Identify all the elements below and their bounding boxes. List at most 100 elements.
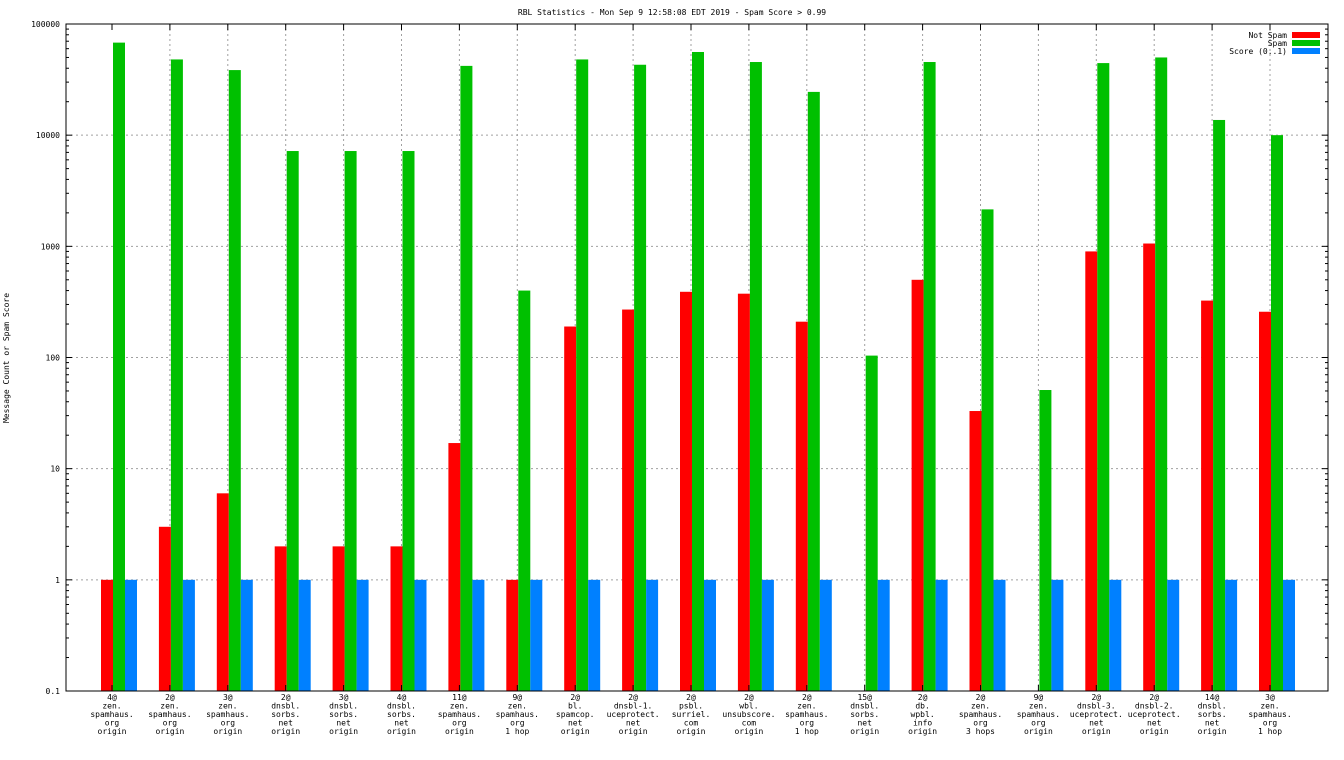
x-tick-label: 14@ [1205, 693, 1220, 702]
bar-not-spam [737, 293, 750, 691]
bar-score-0-1 [1109, 579, 1122, 691]
legend-swatch [1292, 48, 1320, 54]
y-tick-label: 100000 [31, 20, 60, 29]
x-tick-label: origin [1024, 727, 1053, 736]
x-tick-label: uceprotect. [607, 710, 660, 719]
x-tick-label: zen. [797, 702, 816, 711]
x-tick-label: 1 hop [795, 727, 819, 736]
bar-score-0-1 [530, 579, 543, 691]
x-tick-label: org [1031, 719, 1046, 728]
bar-spam [344, 151, 357, 691]
bar-score-0-1 [182, 579, 195, 691]
x-tick-label: dnsbl-1. [614, 702, 653, 711]
x-tick-label: origin [387, 727, 416, 736]
x-tick-label: 2@ [802, 693, 812, 702]
x-tick-label: origin [734, 727, 763, 736]
bar-spam [865, 355, 878, 691]
x-tick-label: sorbs. [850, 710, 879, 719]
bar-spam [634, 64, 647, 691]
x-tick-label: 3 hops [966, 727, 995, 736]
x-tick-label: zen. [218, 702, 237, 711]
bar-spam [981, 209, 994, 691]
legend-label: Score (0..1) [1229, 47, 1287, 56]
bar-score-0-1 [356, 579, 369, 691]
x-tick-label: zen. [508, 702, 527, 711]
x-tick-label: origin [155, 727, 184, 736]
x-tick-label: net [1205, 719, 1220, 728]
y-tick-label: 10 [50, 465, 60, 474]
x-tick-label: org [163, 719, 178, 728]
bar-not-spam [1085, 251, 1098, 691]
y-tick-label: 0.1 [46, 687, 61, 696]
x-tick-label: 3@ [223, 693, 233, 702]
bar-not-spam [101, 579, 113, 691]
x-tick-label: zen. [450, 702, 469, 711]
bar-not-spam [622, 309, 635, 691]
x-tick-label: org [800, 719, 815, 728]
bar-not-spam [216, 493, 229, 691]
x-tick-label: zen. [1029, 702, 1048, 711]
x-tick-label: 1 hop [505, 727, 529, 736]
y-tick-label: 1000 [41, 242, 60, 251]
x-tick-label: org [973, 719, 988, 728]
bar-not-spam [680, 291, 692, 691]
bar-score-0-1 [704, 579, 716, 691]
bar-score-0-1 [935, 579, 948, 691]
x-tick-label: dnsbl. [850, 702, 879, 711]
x-tick-label: sorbs. [387, 710, 416, 719]
bar-spam [1155, 57, 1168, 692]
x-tick-label: dnsbl. [271, 702, 300, 711]
bar-spam [1039, 390, 1052, 691]
legend-swatch [1292, 32, 1320, 38]
x-tick-label: spamhaus. [206, 710, 249, 719]
x-tick-label: 2@ [570, 693, 580, 702]
chart-title: RBL Statistics - Mon Sep 9 12:58:08 EDT … [518, 8, 826, 17]
x-tick-label: db. [915, 702, 929, 711]
x-tick-label: zen. [102, 702, 121, 711]
bar-spam [228, 70, 241, 691]
x-tick-label: origin [98, 727, 127, 736]
x-tick-label: spamcop. [556, 710, 595, 719]
x-tick-label: origin [619, 727, 648, 736]
bar-spam [402, 151, 415, 691]
bar-not-spam [448, 443, 461, 691]
x-tick-label: origin [1140, 727, 1169, 736]
x-tick-label: info [913, 719, 932, 728]
bar-score-0-1 [1225, 579, 1238, 691]
y-tick-label: 10000 [36, 131, 60, 140]
bar-not-spam [1201, 300, 1214, 691]
bar-score-0-1 [761, 579, 774, 691]
bar-spam [518, 290, 531, 691]
x-tick-label: 2@ [1149, 693, 1159, 702]
x-tick-label: org [105, 719, 120, 728]
x-tick-label: origin [1082, 727, 1111, 736]
legend-label: Spam [1268, 39, 1287, 48]
y-tick-label: 1 [55, 576, 60, 585]
x-tick-label: net [568, 719, 583, 728]
x-tick-label: org [510, 719, 525, 728]
x-tick-label: 2@ [686, 693, 696, 702]
x-tick-label: psbl. [679, 702, 703, 711]
x-tick-label: 4@ [107, 693, 117, 702]
bar-spam [286, 151, 299, 691]
bar-spam [1213, 119, 1226, 691]
x-tick-label: dnsbl. [1198, 702, 1227, 711]
x-tick-label: origin [271, 727, 300, 736]
x-tick-label: 9@ [1034, 693, 1044, 702]
x-tick-label: 9@ [512, 693, 522, 702]
bar-score-0-1 [1051, 579, 1064, 691]
x-tick-label: dnsbl-3. [1077, 702, 1116, 711]
x-tick-label: 2@ [1091, 693, 1101, 702]
x-tick-label: dnsbl. [387, 702, 416, 711]
x-tick-label: spamhaus. [785, 710, 828, 719]
x-tick-label: net [394, 719, 409, 728]
x-tick-label: unsubscore. [722, 710, 775, 719]
bar-score-0-1 [1167, 579, 1180, 691]
x-tick-label: 2@ [744, 693, 754, 702]
x-tick-label: sorbs. [329, 710, 358, 719]
bar-not-spam [332, 546, 345, 691]
x-tick-label: 3@ [1265, 693, 1275, 702]
x-tick-label: dnsbl. [329, 702, 358, 711]
bar-spam [576, 59, 589, 691]
